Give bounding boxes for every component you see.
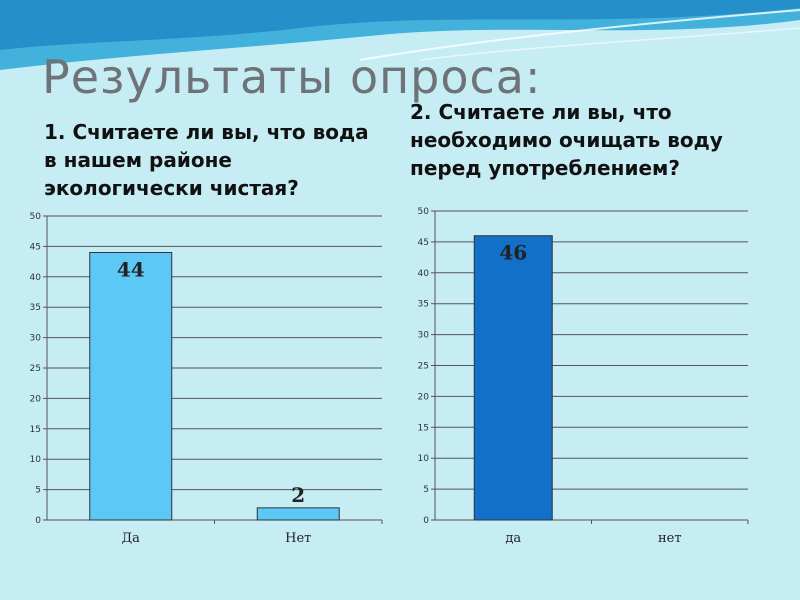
y-tick-label: 0 — [35, 516, 41, 526]
y-tick-label: 30 — [30, 334, 42, 344]
question-2: 2. Считаете ли вы, что необходимо очищат… — [410, 100, 723, 180]
x-tick-label: Да — [122, 531, 141, 546]
data-label: 2 — [291, 483, 305, 507]
y-tick-label: 0 — [423, 516, 429, 526]
y-tick-label: 40 — [30, 273, 42, 283]
y-tick-label: 5 — [423, 485, 429, 495]
bar-2 — [256, 507, 340, 521]
data-label: 44 — [117, 257, 145, 281]
y-tick-label: 50 — [30, 212, 42, 222]
y-tick-label: 25 — [418, 362, 429, 372]
y-tick-label: 20 — [30, 394, 42, 404]
x-tick-label: нет — [658, 531, 682, 546]
y-tick-label: 20 — [418, 392, 430, 402]
data-label: 46 — [499, 241, 527, 265]
slide-title: Результаты опроса: — [42, 50, 542, 104]
y-tick-label: 50 — [418, 207, 430, 217]
y-tick-label: 45 — [30, 242, 41, 252]
y-tick-label: 30 — [418, 331, 430, 341]
x-tick-label: да — [505, 531, 521, 546]
y-tick-label: 10 — [30, 455, 42, 465]
y-tick-label: 10 — [418, 454, 430, 464]
y-tick-label: 15 — [30, 425, 41, 435]
y-tick-label: 5 — [35, 486, 41, 496]
bar-1 — [473, 235, 553, 521]
y-tick-label: 45 — [418, 238, 429, 248]
question-1: 1. Считаете ли вы, что вода в нашем райо… — [44, 120, 369, 200]
y-tick-label: 35 — [418, 300, 429, 310]
y-tick-label: 40 — [418, 269, 430, 279]
bar-1 — [89, 251, 173, 521]
background-wave — [0, 0, 800, 70]
x-tick-label: Нет — [285, 531, 311, 546]
y-tick-label: 15 — [418, 423, 429, 433]
y-tick-label: 35 — [30, 303, 41, 313]
y-tick-label: 25 — [30, 364, 41, 374]
